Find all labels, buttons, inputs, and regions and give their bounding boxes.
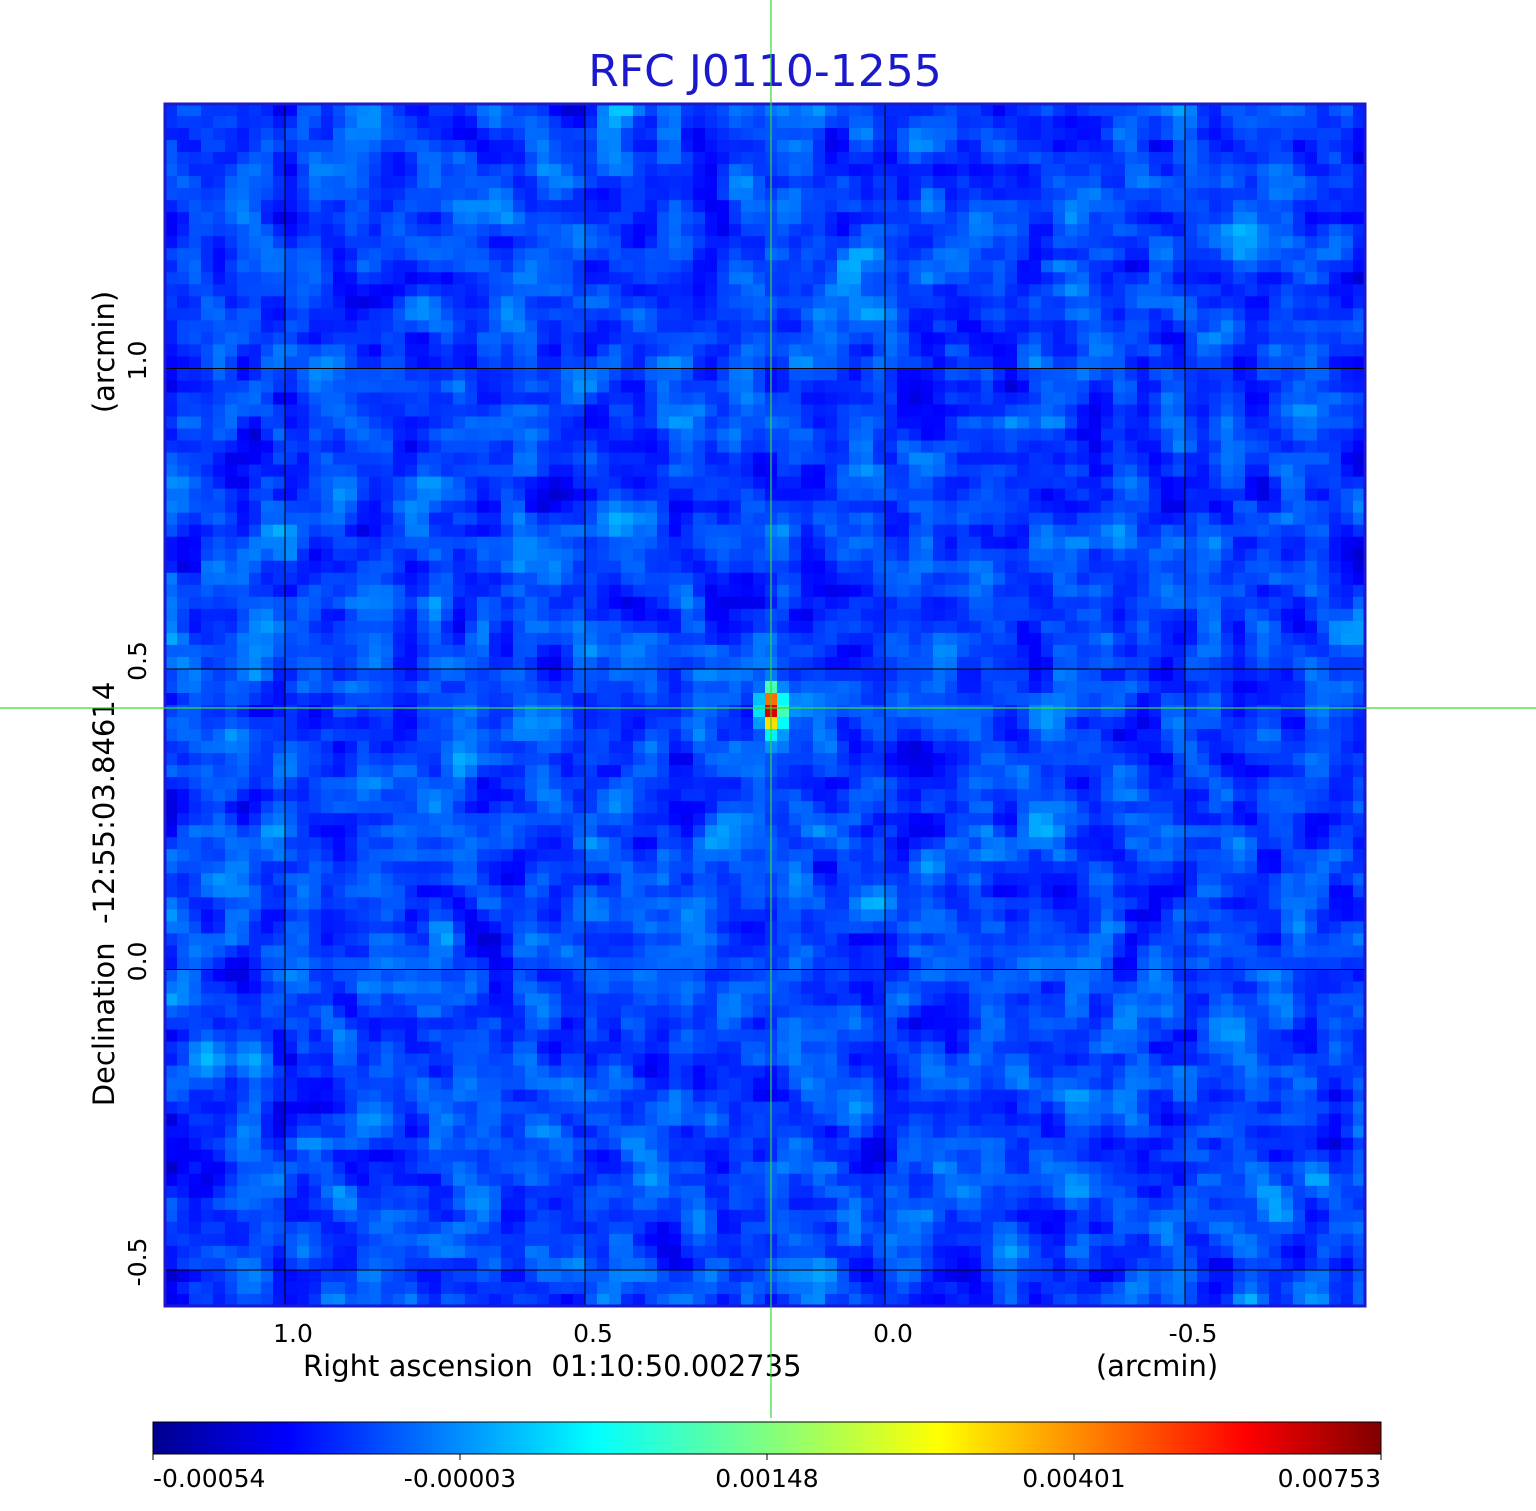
colorbar-tick-label: -0.00054 bbox=[153, 1464, 265, 1493]
y-tick-label: 0.0 bbox=[123, 942, 152, 982]
x-tick-label: 0.5 bbox=[573, 1319, 613, 1348]
y-tick-label: -0.5 bbox=[123, 1238, 152, 1287]
y-axis-unit: (arcmin) bbox=[87, 291, 121, 413]
colorbar-tick-label: 0.00148 bbox=[715, 1464, 818, 1493]
crosshair bbox=[0, 0, 1536, 1418]
x-tick-label: 0.0 bbox=[873, 1319, 913, 1348]
colorbar-tick-label: 0.00753 bbox=[1278, 1464, 1381, 1493]
x-axis-label: Right ascension 01:10:50.002735 bbox=[303, 1349, 802, 1383]
chart-title: RFC J0110-1255 bbox=[588, 46, 941, 97]
y-tick-labels: -0.5 0.0 0.5 1.0 bbox=[123, 341, 152, 1287]
x-tick-label: 1.0 bbox=[273, 1319, 313, 1348]
colorbar-tick-label: 0.00401 bbox=[1022, 1464, 1125, 1493]
heatmap bbox=[165, 104, 1365, 1306]
colorbar-ticks: -0.00054 -0.00003 0.00148 0.00401 0.00753 bbox=[152, 1454, 1382, 1493]
x-axis-unit: (arcmin) bbox=[1096, 1349, 1218, 1383]
y-axis-label: Declination -12:55:03.84614 bbox=[87, 682, 121, 1107]
plot-frame bbox=[163, 102, 1367, 1308]
grid-lines bbox=[165, 104, 1365, 1306]
x-tick-label: -0.5 bbox=[1169, 1319, 1218, 1348]
y-tick-label: 1.0 bbox=[123, 341, 152, 381]
colorbar bbox=[152, 1421, 1382, 1455]
colorbar-tick-label: -0.00003 bbox=[404, 1464, 516, 1493]
y-tick-label: 0.5 bbox=[123, 641, 152, 681]
x-tick-labels: 1.0 0.5 0.0 -0.5 bbox=[273, 1319, 1217, 1348]
